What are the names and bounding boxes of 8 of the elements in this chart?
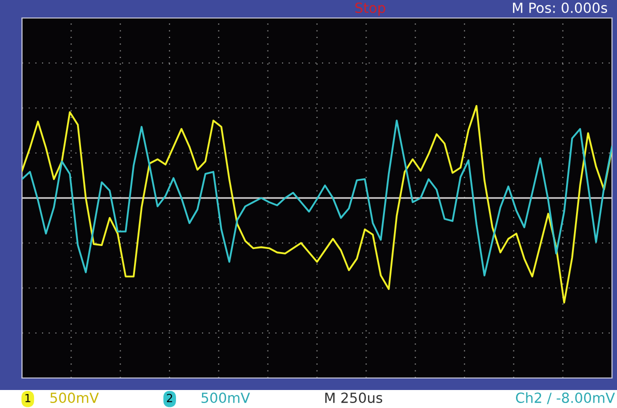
text: 500mV (202, 392, 250, 404)
text: 2 (166, 394, 172, 402)
text: 500mV (50, 392, 99, 404)
text: M Pos: 0.000s (513, 2, 608, 14)
text: Stop (355, 2, 386, 16)
text: Ch2 / -8.00mV (516, 392, 615, 404)
text: M 250us (325, 392, 382, 404)
text: 1 (25, 394, 30, 402)
